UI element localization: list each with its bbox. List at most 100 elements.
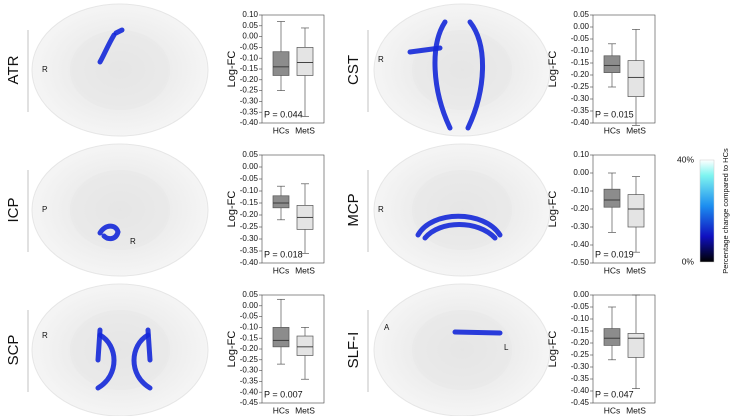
y-tick-label: 0.00 xyxy=(242,162,258,171)
tract xyxy=(97,223,121,242)
p-value: P = 0.019 xyxy=(595,249,634,259)
y-tick-label: -0.10 xyxy=(240,186,259,195)
y-tick-label: -0.20 xyxy=(571,338,590,347)
p-value: P = 0.015 xyxy=(595,109,634,119)
y-tick-label: -0.20 xyxy=(571,70,590,79)
x-tick-label: MetS xyxy=(626,405,646,415)
orientation-label: P xyxy=(42,205,47,214)
x-tick-label: MetS xyxy=(295,265,315,275)
box xyxy=(296,47,314,76)
tract xyxy=(145,327,153,363)
y-tick-label: -0.35 xyxy=(240,246,259,255)
tract xyxy=(113,27,125,36)
box xyxy=(627,333,645,358)
y-axis-label: Log-FC xyxy=(547,331,559,368)
y-tick-label: -0.30 xyxy=(240,234,259,243)
tract xyxy=(465,19,486,131)
y-axis-label: Log-FC xyxy=(547,191,559,228)
y-tick-label: -0.20 xyxy=(240,344,259,353)
y-tick-label: -0.05 xyxy=(240,312,259,321)
y-tick-label: 0.10 xyxy=(242,10,258,19)
brain-inner xyxy=(70,310,170,390)
x-tick-label: MetS xyxy=(295,405,315,415)
tract xyxy=(422,222,498,241)
x-tick-label: HCs xyxy=(273,125,290,135)
tract-label: ICP xyxy=(5,197,22,222)
orientation-label: L xyxy=(504,343,509,352)
plot-area xyxy=(261,294,325,404)
tract-label: CST xyxy=(345,55,362,85)
orientation-label: A xyxy=(384,323,390,332)
tract xyxy=(95,332,117,391)
y-tick-label: -0.45 xyxy=(240,398,259,407)
y-tick-label: -0.05 xyxy=(240,174,259,183)
y-tick-label: -0.35 xyxy=(240,377,259,386)
y-tick-label: 0.05 xyxy=(242,150,258,159)
y-tick-label: -0.10 xyxy=(571,46,590,55)
y-tick-label: -0.20 xyxy=(571,204,590,213)
orientation-label: R xyxy=(378,55,384,64)
y-tick-label: 0.00 xyxy=(242,32,258,41)
p-value: P = 0.018 xyxy=(264,249,303,259)
y-axis-label: Log-FC xyxy=(226,331,238,368)
x-tick-label: HCs xyxy=(604,125,621,135)
y-tick-label: -0.10 xyxy=(571,186,590,195)
y-tick-label: -0.40 xyxy=(240,258,259,267)
y-tick-label: -0.45 xyxy=(571,398,590,407)
y-tick-label: -0.25 xyxy=(240,222,259,231)
y-tick-label: -0.10 xyxy=(571,314,590,323)
box xyxy=(272,195,290,209)
y-tick-label: -0.25 xyxy=(571,350,590,359)
p-value: P = 0.007 xyxy=(264,389,303,399)
x-tick-label: MetS xyxy=(626,265,646,275)
orientation-label: R xyxy=(42,331,48,340)
x-tick-label: HCs xyxy=(273,265,290,275)
tract-label: SLF-I xyxy=(345,332,362,369)
colorbar-label: Percentage change compared to HCs xyxy=(721,148,730,274)
y-tick-label: -0.30 xyxy=(571,362,590,371)
y-tick-label: -0.35 xyxy=(571,106,590,115)
x-tick-label: HCs xyxy=(604,265,621,275)
p-value: P = 0.044 xyxy=(264,109,303,119)
y-tick-label: 0.00 xyxy=(573,290,589,299)
y-tick-label: -0.05 xyxy=(571,302,590,311)
tract xyxy=(452,329,503,336)
colorbar xyxy=(699,159,715,263)
box xyxy=(627,194,645,228)
p-value: P = 0.047 xyxy=(595,389,634,399)
y-tick-label: 0.05 xyxy=(242,290,258,299)
y-tick-label: -0.40 xyxy=(240,118,259,127)
y-tick-label: -0.30 xyxy=(240,366,259,375)
y-tick-label: 0.05 xyxy=(242,21,258,30)
y-tick-label: 0.00 xyxy=(242,301,258,310)
plot-area xyxy=(592,154,656,264)
orientation-label: R xyxy=(130,237,136,246)
y-tick-label: 0.00 xyxy=(573,22,589,31)
box xyxy=(296,335,314,356)
y-tick-label: -0.15 xyxy=(571,58,590,67)
y-tick-label: -0.35 xyxy=(571,374,590,383)
tract-label: SCP xyxy=(5,335,22,366)
tract xyxy=(95,327,103,363)
y-tick-label: -0.10 xyxy=(240,53,259,62)
y-tick-label: -0.30 xyxy=(240,97,259,106)
colorbar-min: 0% xyxy=(682,256,695,266)
x-tick-label: MetS xyxy=(295,125,315,135)
box xyxy=(603,188,621,208)
brain-inner xyxy=(70,170,170,250)
y-tick-label: -0.40 xyxy=(571,386,590,395)
y-tick-label: -0.10 xyxy=(240,323,259,332)
y-tick-label: -0.05 xyxy=(240,43,259,52)
y-tick-label: -0.15 xyxy=(240,333,259,342)
y-tick-label: 0.00 xyxy=(573,168,589,177)
box xyxy=(272,327,290,348)
y-tick-label: -0.15 xyxy=(240,64,259,73)
y-tick-label: -0.30 xyxy=(571,94,590,103)
y-tick-label: -0.15 xyxy=(571,326,590,335)
y-tick-label: -0.20 xyxy=(240,210,259,219)
box xyxy=(272,51,290,76)
colorbar-max: 40% xyxy=(677,154,694,164)
orientation-label: R xyxy=(378,205,384,214)
y-tick-label: -0.15 xyxy=(240,198,259,207)
y-tick-label: -0.25 xyxy=(571,82,590,91)
